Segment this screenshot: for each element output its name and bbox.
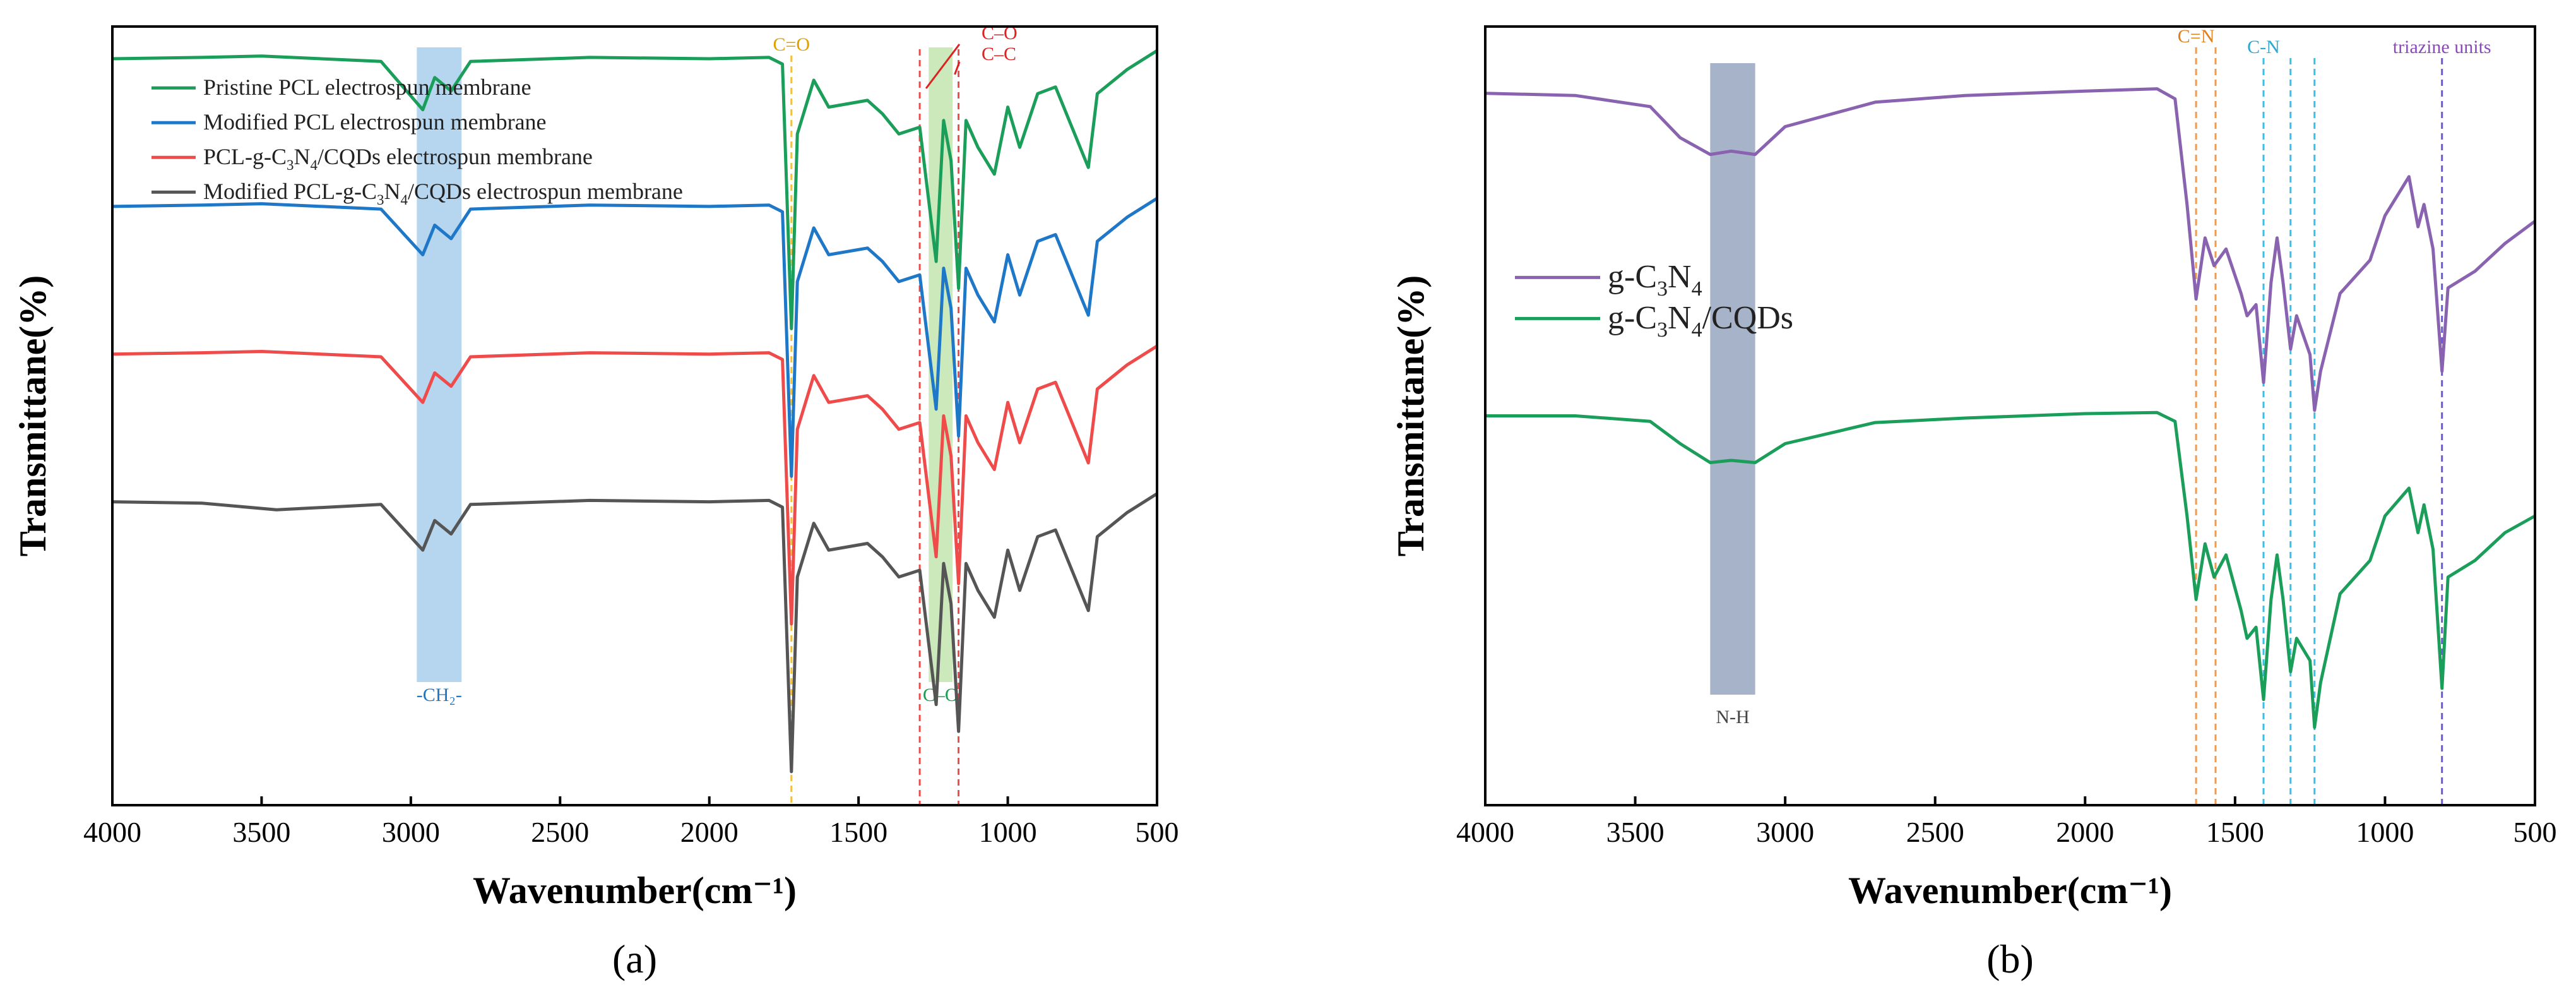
series-line-0 xyxy=(1485,87,2536,412)
x-tick-label-2: 3000 xyxy=(1756,816,1814,848)
legend-entry-1: Modified PCL electrospun membrane xyxy=(203,109,547,135)
legend-part: g-C xyxy=(1608,300,1657,336)
vline-label-0: C=N xyxy=(2178,26,2215,47)
legend-entry-0: g-C3N4 xyxy=(1608,259,1702,301)
annotation-1: C–C xyxy=(982,44,1016,64)
x-tick-label-4: 2000 xyxy=(680,816,739,848)
legend-part: N xyxy=(1668,259,1692,295)
legend-part: 3 xyxy=(377,192,384,208)
x-tick-label-4: 2000 xyxy=(2056,816,2114,848)
vline-label-0: C=O xyxy=(773,34,810,55)
plot-frame xyxy=(111,25,1158,806)
legend-part: /CQDs xyxy=(1702,300,1793,336)
x-tick-label-2: 3000 xyxy=(382,816,440,848)
vline-label-5: triazine units xyxy=(2393,37,2491,57)
annotation-arrow-0 xyxy=(925,44,961,89)
x-tick-label-5: 1500 xyxy=(2206,816,2264,848)
legend-entry-0: Pristine PCL electrospun membrane xyxy=(203,75,531,100)
legend-part: N xyxy=(384,179,401,204)
legend-part: Modified PCL electrospun membrane xyxy=(203,109,547,135)
x-tick-label-1: 3500 xyxy=(1606,816,1665,848)
plot-frame xyxy=(1484,25,2536,806)
x-tick-label-1: 3500 xyxy=(232,816,290,848)
legend-part: /CQDs electrospun membrane xyxy=(408,179,683,204)
series-line-3 xyxy=(112,492,1158,774)
legend-part: Pristine PCL electrospun membrane xyxy=(203,75,531,100)
panel-label: (b) xyxy=(1986,937,2034,981)
band-label-0: -CH₂- xyxy=(417,685,462,705)
y-axis-label: Transmittane(%) xyxy=(1390,275,1432,557)
band-0 xyxy=(1710,63,1755,695)
x-tick-label-6: 1000 xyxy=(979,816,1037,848)
x-axis-label: Wavenumber(cm⁻¹) xyxy=(1848,870,2172,911)
legend-part: 4 xyxy=(311,157,318,173)
series-line-2 xyxy=(112,344,1158,626)
legend-part: Modified PCL-g-C xyxy=(203,179,377,204)
x-tick-label-0: 4000 xyxy=(1456,816,1514,848)
x-tick-label-3: 2500 xyxy=(531,816,589,848)
series-line-0 xyxy=(112,49,1158,330)
legend-part: 3 xyxy=(1657,318,1668,342)
x-axis-label: Wavenumber(cm⁻¹) xyxy=(473,870,797,911)
band-label-0: N-H xyxy=(1716,707,1749,728)
x-tick-label-5: 1500 xyxy=(829,816,887,848)
x-tick-label-3: 2500 xyxy=(1906,816,1964,848)
legend-part: /CQDs electrospun membrane xyxy=(318,144,593,169)
band-label-1: C–O xyxy=(923,685,959,705)
annotation-arrow-1 xyxy=(954,61,961,75)
legend-part: N xyxy=(1668,300,1692,336)
x-tick-label-6: 1000 xyxy=(2356,816,2414,848)
legend-part: 3 xyxy=(287,157,294,173)
legend-part: 3 xyxy=(1657,277,1668,301)
panel-label: (a) xyxy=(612,937,657,981)
legend-part: g-C xyxy=(1608,259,1657,295)
legend-entry-2: PCL-g-C3N4/CQDs electrospun membrane xyxy=(203,144,593,173)
legend-part: PCL-g-C xyxy=(203,144,287,169)
legend-part: 4 xyxy=(401,192,408,208)
x-tick-label-0: 4000 xyxy=(83,816,141,848)
legend-part: N xyxy=(294,144,311,169)
legend-part: 4 xyxy=(1692,318,1702,342)
x-tick-label-7: 500 xyxy=(1136,816,1179,848)
band-0 xyxy=(417,47,462,682)
series-line-1 xyxy=(112,196,1158,478)
vline-label-2: C-N xyxy=(2247,37,2280,57)
legend-entry-1: g-C3N4/CQDs xyxy=(1608,300,1793,342)
legend-part: 4 xyxy=(1692,277,1702,301)
legend-entry-3: Modified PCL-g-C3N4/CQDs electrospun mem… xyxy=(203,179,683,208)
series-line-1 xyxy=(1485,410,2536,729)
x-tick-label-7: 500 xyxy=(2514,816,2557,848)
y-axis-label: Transmittane(%) xyxy=(12,275,54,557)
